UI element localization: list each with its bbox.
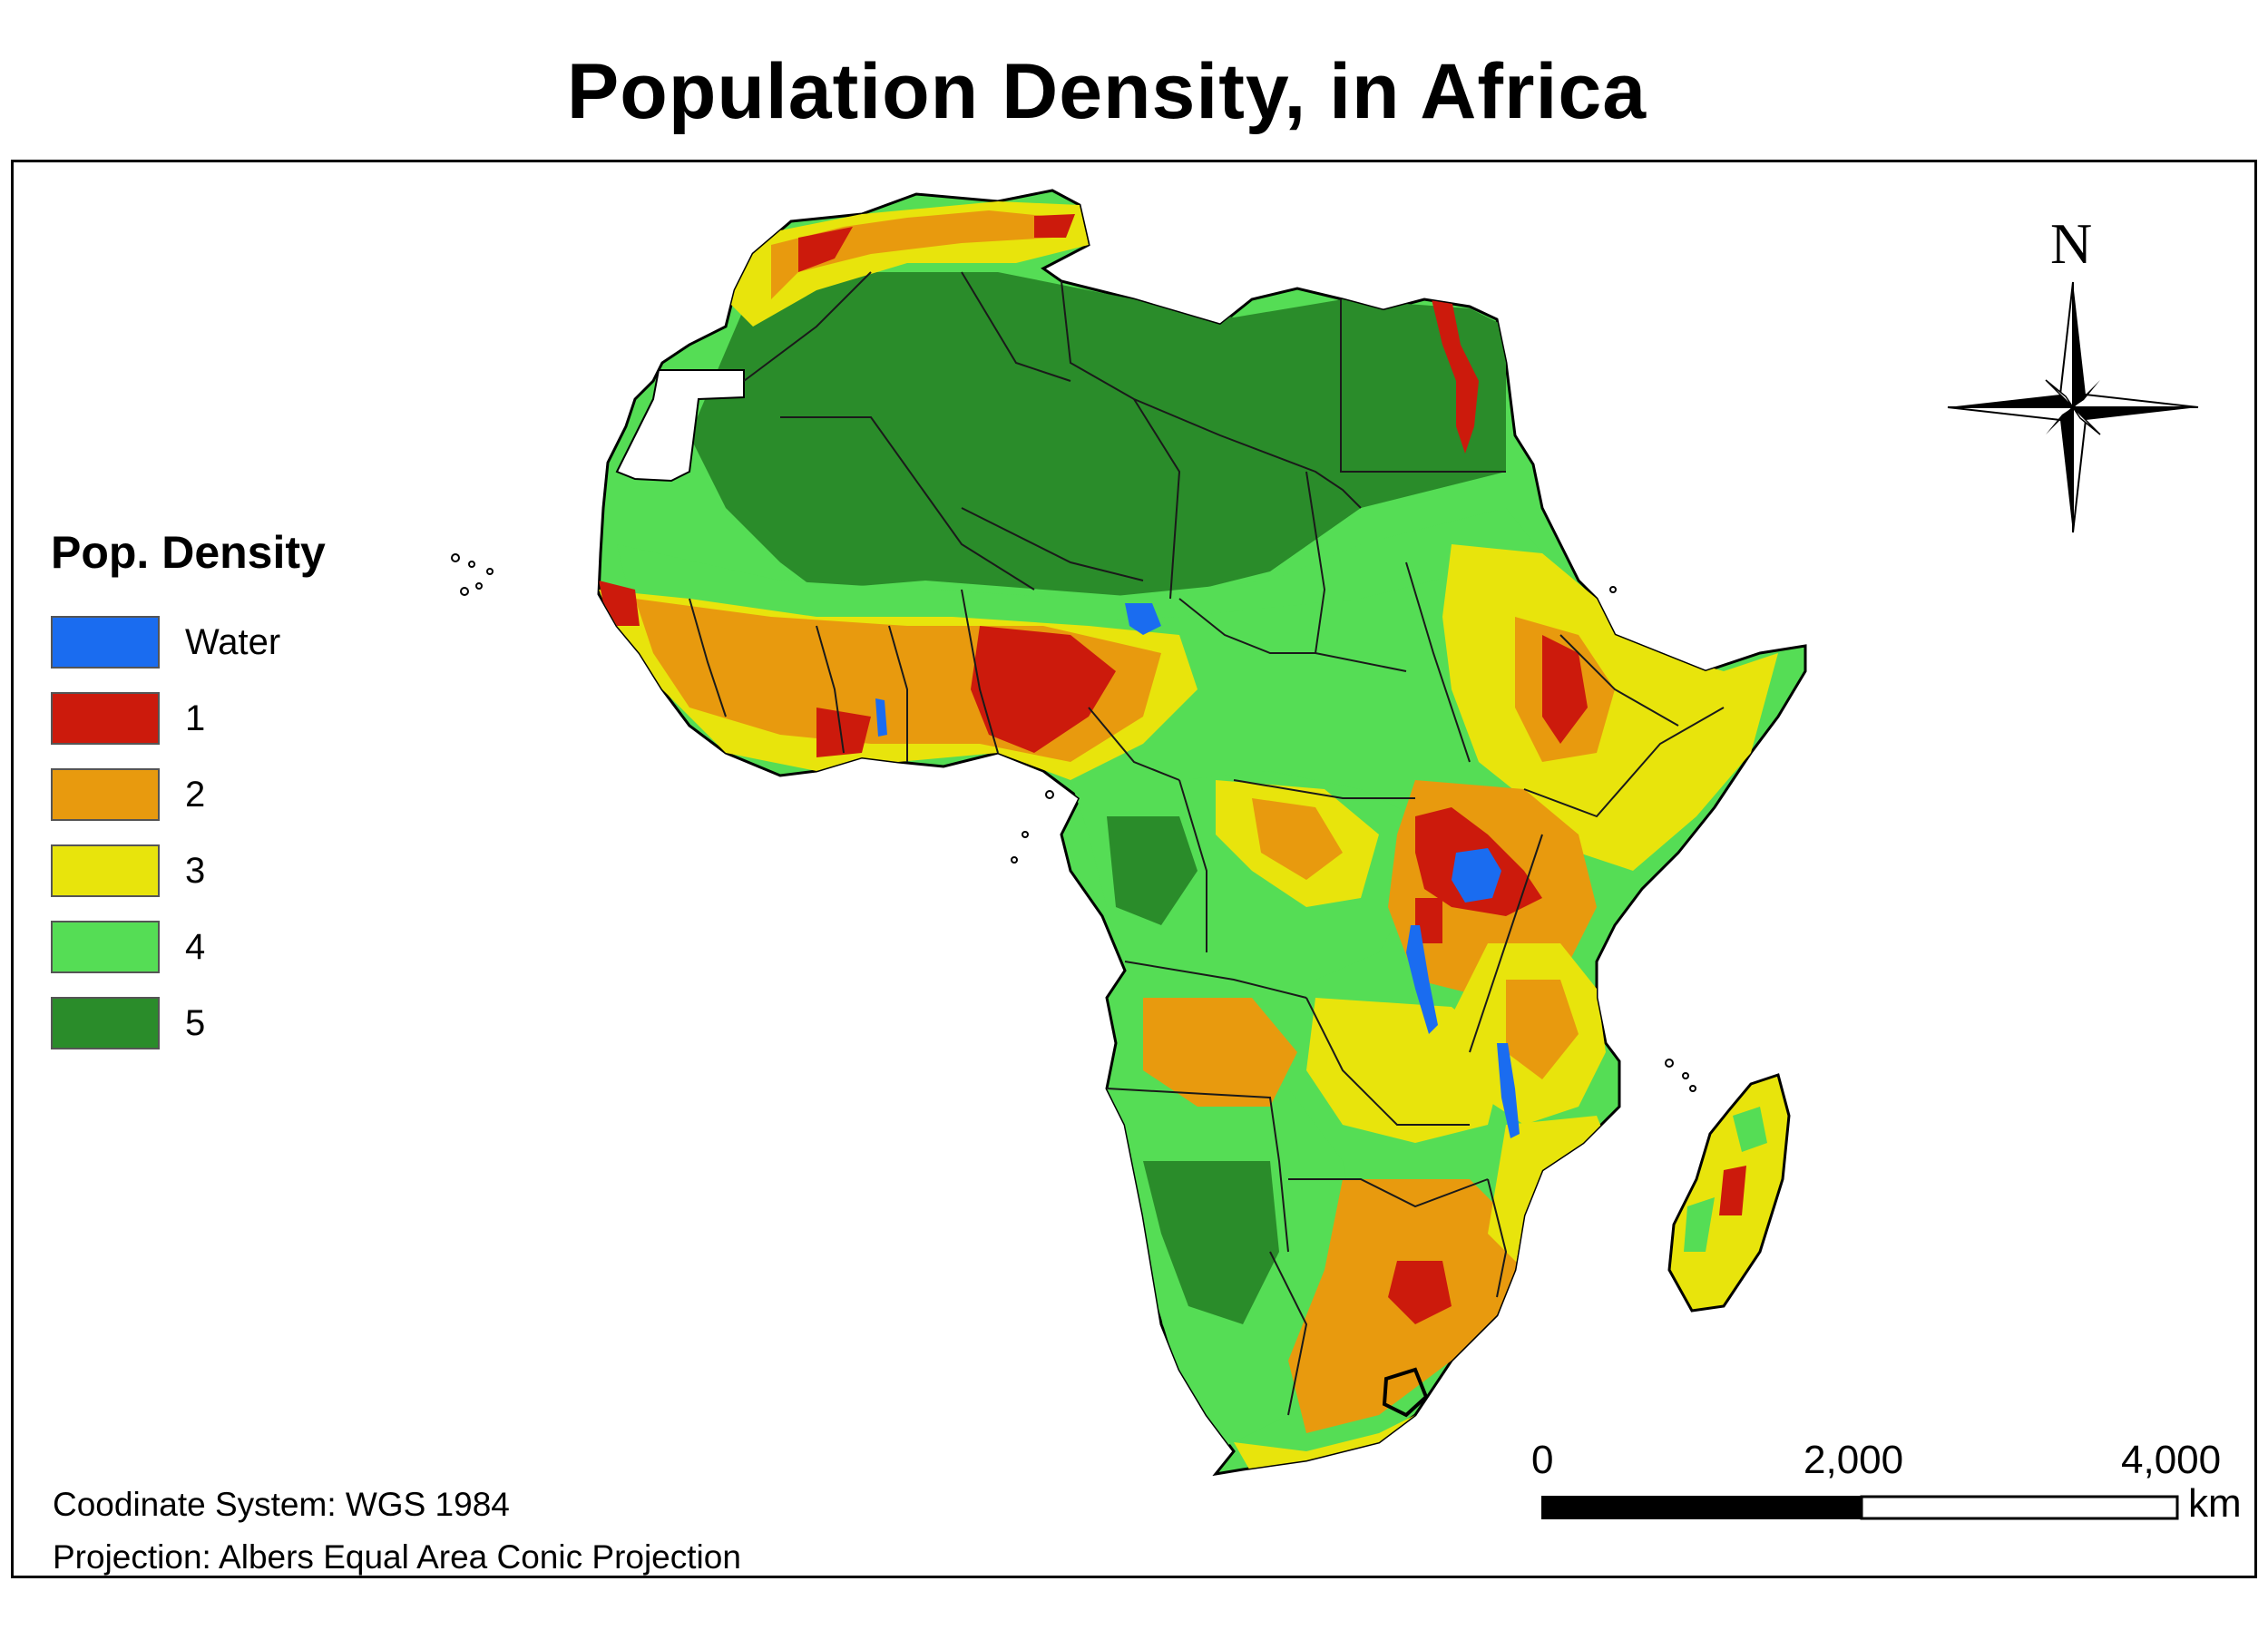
scale-tick-2000: 2,000 xyxy=(1804,1438,1904,1482)
johannesburg-hotspot xyxy=(1388,1261,1452,1324)
western-sahara xyxy=(615,369,745,483)
lake-volta xyxy=(875,698,887,737)
lesotho-border xyxy=(1382,1367,1429,1418)
legend-item-3: 3 xyxy=(51,833,326,909)
ghana-hotspot xyxy=(816,708,871,757)
maghreb-core xyxy=(798,214,1075,272)
madagascar-green xyxy=(1684,1107,1767,1252)
lake-tanganyika xyxy=(1406,925,1438,1034)
zambia-region xyxy=(1306,998,1506,1143)
rwanda-burundi-hotspot xyxy=(1415,898,1442,943)
legend-label-water: Water xyxy=(185,621,281,662)
coordinate-system-note: Coodinate System: WGS 1984 xyxy=(53,1486,510,1523)
legend-swatch-4 xyxy=(51,921,160,973)
scale-tick-0: 0 xyxy=(1531,1438,1554,1482)
legend-swatch-water xyxy=(51,616,160,669)
legend-item-water: Water xyxy=(51,604,326,680)
legend-item-2: 2 xyxy=(51,756,326,833)
nigeria-hotspot xyxy=(971,626,1116,753)
lake-malawi xyxy=(1497,1043,1520,1138)
projection-note: Projection: Albers Equal Area Conic Proj… xyxy=(53,1538,741,1576)
scale-bar xyxy=(1541,1495,2179,1520)
mozambique-region xyxy=(1488,1116,1615,1270)
scale-unit: km xyxy=(2188,1481,2242,1526)
lake-victoria xyxy=(1452,848,1501,903)
map-frame xyxy=(11,160,2257,1578)
compass-rose-icon xyxy=(1947,281,2199,533)
congo-forest-dense xyxy=(1107,816,1198,925)
legend: Pop. Density Water 1 2 3 4 5 xyxy=(51,526,326,1061)
sahel-band xyxy=(617,508,1542,626)
legend-item-1: 1 xyxy=(51,680,326,756)
legend-label-2: 2 xyxy=(185,774,206,815)
legend-swatch-2 xyxy=(51,768,160,821)
legend-swatch-1 xyxy=(51,692,160,745)
east-africa-orange xyxy=(1506,980,1579,1079)
north-label: N xyxy=(2050,211,2093,276)
nile-valley xyxy=(1432,299,1479,454)
namibia-green xyxy=(1143,1161,1279,1324)
sahara-region xyxy=(689,272,1506,599)
legend-swatch-3 xyxy=(51,844,160,897)
scale-tick-4000: 4,000 xyxy=(2121,1438,2222,1482)
legend-swatch-5 xyxy=(51,997,160,1049)
legend-title: Pop. Density xyxy=(51,527,326,578)
central-orange xyxy=(1252,798,1343,880)
legend-label-4: 4 xyxy=(185,926,206,967)
madagascar-dense xyxy=(1719,1166,1746,1215)
legend-item-5: 5 xyxy=(51,985,326,1061)
small-islands xyxy=(451,553,1696,1092)
angola-dense xyxy=(1143,998,1297,1107)
map-title: Population Density, in Africa xyxy=(566,48,1647,135)
country-borders xyxy=(689,271,1725,1416)
legend-label-1: 1 xyxy=(185,698,206,738)
legend-label-5: 5 xyxy=(185,1002,206,1043)
legend-label-3: 3 xyxy=(185,850,206,891)
ethiopia-hotspot xyxy=(1542,635,1588,744)
legend-item-4: 4 xyxy=(51,909,326,985)
lake-chad xyxy=(1125,603,1161,635)
